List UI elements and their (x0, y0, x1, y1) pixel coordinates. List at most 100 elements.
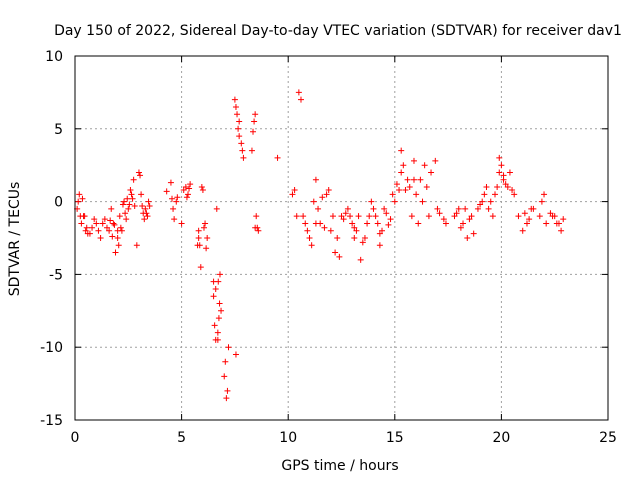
data-point (496, 169, 503, 176)
data-point (304, 227, 311, 234)
data-point (107, 217, 114, 224)
data-point (538, 198, 545, 205)
data-point (406, 184, 413, 191)
data-point (372, 213, 379, 220)
data-point (387, 216, 394, 223)
data-point (141, 216, 148, 223)
data-point (329, 213, 336, 220)
data-point (108, 205, 115, 212)
data-point (312, 220, 319, 227)
data-point (123, 216, 130, 223)
data-point (455, 205, 462, 212)
data-point (240, 154, 247, 161)
data-point (289, 191, 296, 198)
data-point (325, 186, 332, 193)
data-point (423, 184, 430, 191)
data-point (114, 227, 121, 234)
data-point (536, 213, 543, 220)
x-tick-label: 0 (71, 430, 80, 446)
data-point (492, 191, 499, 198)
data-point (547, 210, 554, 217)
data-point (110, 220, 117, 227)
data-point (234, 111, 241, 118)
data-point (541, 191, 548, 198)
data-point (76, 191, 83, 198)
data-point (89, 224, 96, 231)
data-point (194, 242, 201, 249)
data-point (99, 220, 106, 227)
data-point (530, 205, 537, 212)
data-point (212, 336, 219, 343)
data-point (308, 242, 315, 249)
data-point (323, 191, 330, 198)
data-point (203, 245, 210, 252)
data-point (255, 227, 262, 234)
data-point (398, 169, 405, 176)
data-point (215, 278, 222, 285)
data-point (130, 176, 137, 183)
data-point (78, 220, 85, 227)
data-point (483, 184, 490, 191)
data-point (306, 235, 313, 241)
data-point (221, 373, 228, 380)
data-point (122, 210, 129, 217)
data-point (500, 176, 507, 183)
data-point (376, 230, 383, 237)
data-point (97, 235, 104, 241)
data-point (523, 220, 530, 227)
data-point (355, 213, 362, 220)
data-point (457, 224, 464, 231)
y-tick-label: -15 (40, 413, 63, 429)
data-point (334, 235, 341, 241)
data-point (543, 220, 550, 227)
data-point (274, 154, 281, 161)
x-tick-label: 15 (386, 430, 404, 446)
data-point (351, 235, 358, 241)
data-point (408, 213, 415, 220)
data-point (413, 191, 420, 198)
data-point (111, 221, 118, 228)
data-point (236, 133, 243, 140)
data-point (86, 230, 93, 237)
data-point (197, 264, 204, 271)
data-point (144, 213, 151, 220)
data-point (186, 185, 193, 192)
x-axis-label: GPS time / hours (281, 458, 398, 474)
data-point (391, 198, 398, 205)
data-point (481, 191, 488, 198)
data-point (315, 205, 322, 212)
data-point (551, 213, 558, 220)
data-point (236, 118, 243, 125)
data-point (310, 198, 317, 205)
data-point (126, 201, 133, 208)
data-point (498, 162, 505, 169)
y-tick-label: 0 (54, 195, 63, 211)
data-point (555, 220, 562, 227)
x-tick-label: 20 (492, 430, 510, 446)
data-point (327, 227, 334, 234)
data-point (347, 213, 354, 220)
data-point (519, 227, 526, 234)
data-point (464, 235, 471, 241)
data-point (184, 191, 191, 198)
data-point (173, 198, 180, 205)
data-point (376, 242, 383, 249)
data-point (222, 358, 229, 365)
data-point (145, 198, 152, 205)
data-point (558, 227, 565, 234)
data-point (485, 205, 492, 212)
data-point (364, 220, 371, 227)
data-point (183, 194, 190, 201)
data-point (351, 224, 358, 231)
data-point (398, 147, 405, 154)
data-point (215, 315, 222, 322)
data-point (400, 162, 407, 169)
data-point (396, 186, 403, 193)
data-point (146, 202, 153, 209)
data-point (210, 293, 217, 300)
data-point (419, 198, 426, 205)
data-point (200, 224, 207, 231)
data-point (231, 96, 238, 103)
chart-title: Day 150 of 2022, Sidereal Day-to-day VTE… (54, 23, 622, 39)
